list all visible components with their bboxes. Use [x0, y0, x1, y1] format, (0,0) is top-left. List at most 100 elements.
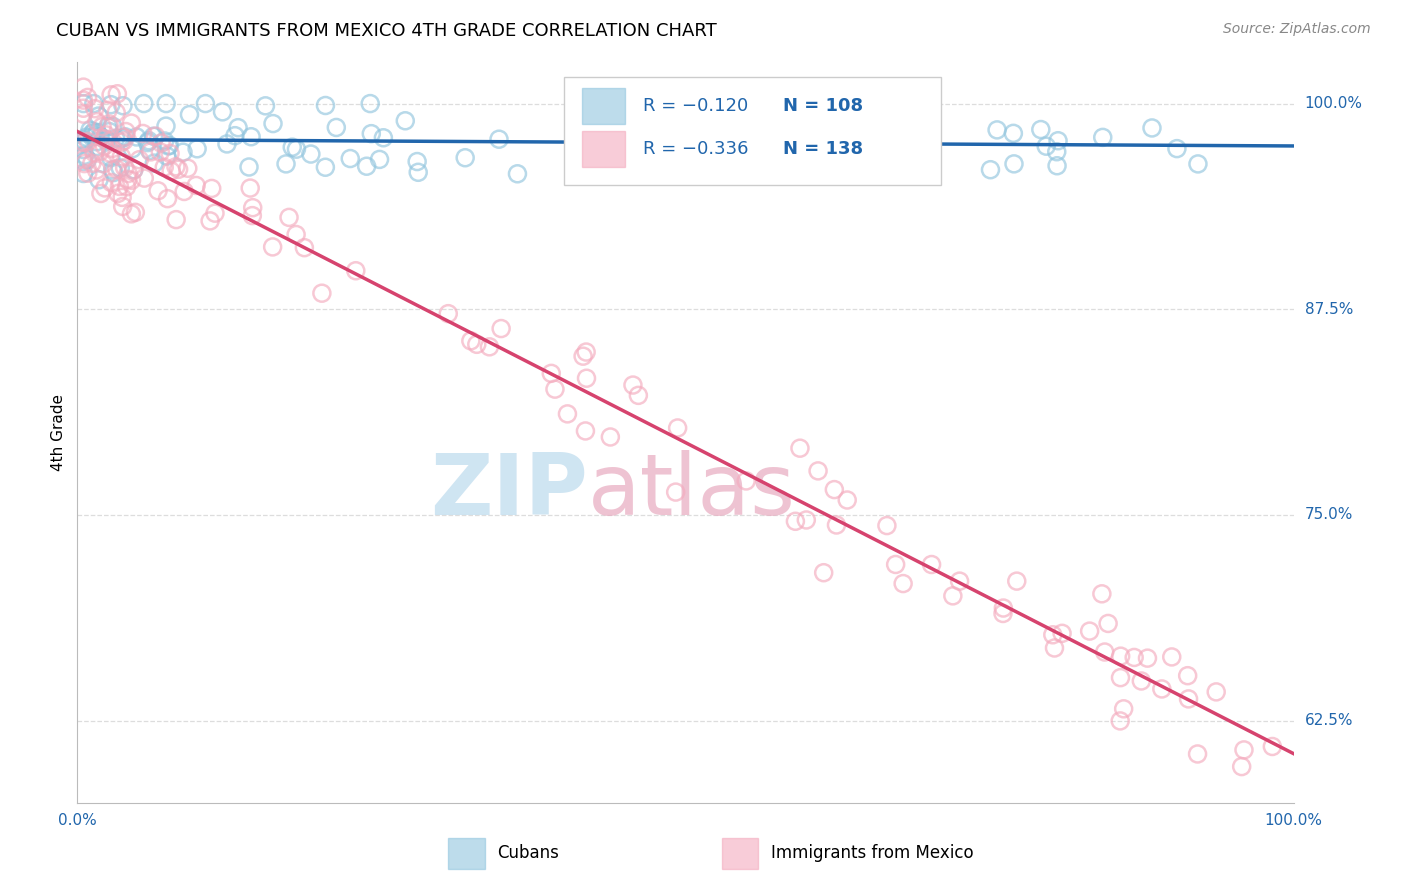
Point — [437, 307, 460, 321]
Point — [789, 126, 811, 140]
Point — [285, 142, 308, 156]
Point — [278, 211, 301, 225]
Point — [121, 142, 143, 156]
Point — [86, 139, 108, 153]
Point — [143, 156, 166, 170]
Point — [114, 161, 136, 175]
Point — [93, 131, 115, 145]
Point — [120, 207, 142, 221]
Point — [100, 176, 122, 190]
Point — [77, 135, 100, 149]
Point — [1078, 624, 1101, 639]
Point — [79, 123, 101, 137]
Point — [132, 96, 155, 111]
Point — [98, 117, 121, 131]
Point — [89, 145, 111, 159]
Point — [157, 138, 180, 153]
Point — [98, 125, 121, 139]
Point — [76, 153, 98, 167]
Point — [105, 161, 128, 176]
Point — [672, 146, 695, 161]
Point — [356, 159, 378, 173]
Point — [73, 136, 96, 150]
Point — [254, 99, 277, 113]
Point — [82, 129, 104, 144]
Point — [100, 151, 122, 165]
Point — [73, 156, 96, 170]
Text: 62.5%: 62.5% — [1305, 713, 1353, 728]
Point — [991, 607, 1014, 621]
Point — [489, 321, 512, 335]
Point — [179, 107, 201, 121]
Point — [134, 171, 156, 186]
Point — [478, 340, 501, 354]
Point — [100, 87, 122, 102]
Point — [876, 518, 898, 533]
Point — [76, 90, 98, 104]
FancyBboxPatch shape — [449, 838, 485, 870]
Point — [314, 160, 336, 174]
Text: Source: ZipAtlas.com: Source: ZipAtlas.com — [1223, 22, 1371, 37]
Point — [198, 214, 221, 228]
Point — [775, 139, 797, 153]
Point — [97, 103, 120, 118]
Point — [101, 120, 124, 134]
Point — [83, 102, 105, 116]
Point — [262, 117, 284, 131]
Point — [986, 123, 1008, 137]
Point — [325, 120, 347, 135]
Point — [72, 167, 94, 181]
Point — [155, 96, 177, 111]
Point — [96, 133, 118, 147]
Point — [735, 474, 758, 488]
Point — [90, 129, 112, 144]
Point — [80, 156, 103, 170]
Point — [406, 154, 429, 169]
Point — [111, 199, 134, 213]
Point — [1123, 650, 1146, 665]
Point — [114, 129, 136, 144]
Point — [173, 185, 195, 199]
Point — [238, 160, 260, 174]
Point — [115, 124, 138, 138]
Text: N = 138: N = 138 — [783, 140, 863, 158]
Point — [1160, 649, 1182, 664]
Point — [104, 131, 127, 145]
Point — [794, 513, 817, 527]
Point — [1112, 702, 1135, 716]
Point — [666, 421, 689, 435]
Point — [454, 151, 477, 165]
Point — [72, 101, 94, 115]
Point — [314, 98, 336, 112]
Point — [93, 157, 115, 171]
Point — [159, 146, 181, 161]
Point — [1097, 616, 1119, 631]
Point — [186, 142, 208, 156]
Point — [544, 382, 567, 396]
Point — [72, 133, 94, 147]
Point — [112, 130, 135, 145]
Point — [619, 114, 641, 128]
Point — [274, 157, 297, 171]
Point — [1261, 739, 1284, 754]
Point — [465, 337, 488, 351]
Point — [1177, 692, 1199, 706]
Point — [690, 154, 713, 169]
Point — [665, 485, 688, 500]
Point — [1233, 743, 1256, 757]
Point — [1050, 626, 1073, 640]
Point — [262, 240, 284, 254]
Point — [204, 206, 226, 220]
Point — [105, 105, 128, 120]
Point — [177, 161, 200, 176]
Text: CUBAN VS IMMIGRANTS FROM MEXICO 4TH GRADE CORRELATION CHART: CUBAN VS IMMIGRANTS FROM MEXICO 4TH GRAD… — [56, 22, 717, 40]
Point — [557, 407, 579, 421]
Point — [139, 145, 162, 159]
Point — [506, 167, 529, 181]
FancyBboxPatch shape — [721, 838, 758, 870]
Point — [908, 155, 931, 169]
Point — [110, 136, 132, 150]
Point — [72, 93, 94, 107]
Point — [72, 135, 94, 149]
Point — [117, 172, 139, 186]
